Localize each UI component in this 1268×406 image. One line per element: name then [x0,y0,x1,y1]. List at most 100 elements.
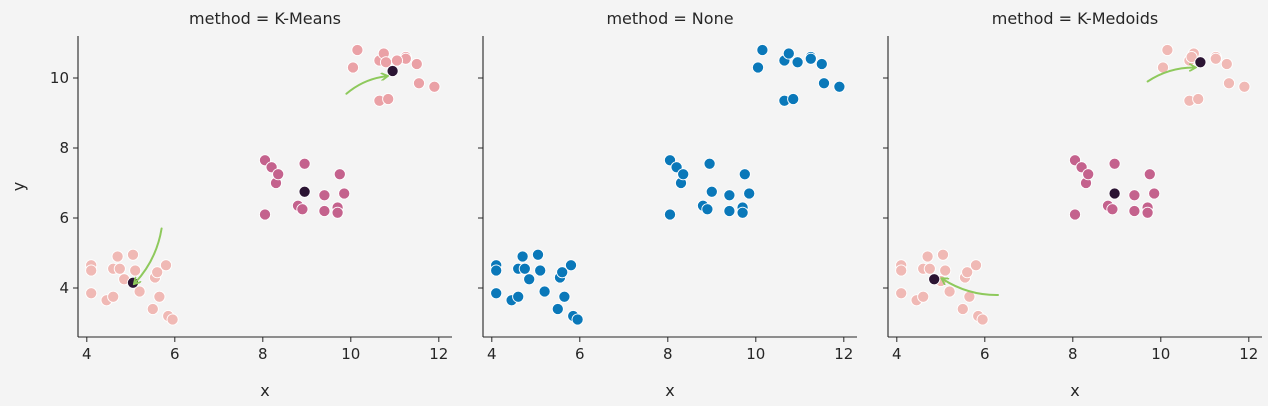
data-point [113,262,126,275]
data-point [1082,168,1095,181]
x-tick-label: 12 [429,345,448,363]
panel-3: method = K-Medoids 4 6 8 10 12 x [883,9,1262,400]
x-tick-label: 12 [834,345,853,363]
data-point [126,248,140,261]
data-point [551,302,564,316]
data-point [386,64,399,78]
panel-2: method = None 4 6 8 10 12 x [478,9,857,400]
y-tick-label: 6 [59,209,69,227]
data-point [85,287,98,300]
data-point [151,266,164,279]
panel-title: method = None [606,9,733,28]
series-cluster_low [85,248,179,326]
data-point [1238,80,1251,93]
data-point [298,185,311,198]
panel-title: method = K-Means [189,9,341,28]
x-tick-label: 10 [341,345,360,363]
data-point [751,61,765,74]
data-point [677,168,690,181]
data-point [787,92,800,106]
data-point [961,266,974,279]
data-point [1222,77,1236,90]
data-point [923,262,936,275]
x-tick-label: 6 [980,345,990,363]
x-tick-label: 4 [892,345,902,363]
data-point [1148,187,1161,200]
data-point [895,287,908,300]
y-tick-label: 4 [59,279,69,297]
data-point [571,313,584,326]
x-tick-label: 10 [1151,345,1170,363]
data-point [956,302,969,316]
data-point [1161,43,1174,57]
series-centroid [126,64,399,289]
data-point [804,52,817,65]
data-point [85,264,98,277]
data-point [1209,52,1222,65]
series-cluster_mid [258,154,351,221]
data-point [976,313,989,326]
x-axis-label: x [665,381,674,400]
series-cluster_low [1156,43,1251,107]
data-point [512,290,525,303]
x-tick-label: 12 [1239,345,1258,363]
data-point [705,185,718,198]
x-tick-label: 4 [82,345,92,363]
data-point [298,157,311,170]
panel-1: method = K-Means 4 6 8 10 12 4 6 8 10 x y [9,9,452,400]
data-point [410,57,423,71]
data-point [556,266,569,279]
data-point [146,302,159,316]
data-point [516,250,529,263]
data-point [538,285,551,298]
x-tick-label: 6 [170,345,180,363]
annotation-arrow [943,279,999,297]
data-point [318,189,331,202]
data-point [1143,168,1156,181]
data-point [272,168,285,181]
data-point [815,57,828,71]
y-tick-label: 8 [59,139,69,157]
series-cluster_high [346,43,441,107]
data-point [107,290,120,303]
data-point [126,276,140,289]
data-point [663,208,677,221]
data-point [338,187,351,200]
x-tick-label: 4 [487,345,497,363]
data-point [133,285,146,298]
data-point [736,206,749,219]
data-point [564,259,578,272]
panel-title: method = K-Medoids [992,9,1158,28]
data-point [1220,57,1233,71]
data-point [1194,56,1207,69]
data-point [1141,206,1154,219]
data-point [166,313,179,326]
data-point [703,157,716,170]
data-point [1106,203,1119,216]
data-point [833,80,846,93]
x-tick-label: 8 [663,345,673,363]
data-point [1192,92,1205,106]
y-tick-label: 10 [50,69,69,87]
data-point [943,285,956,298]
data-point [531,248,545,261]
data-point [518,262,531,275]
data-point [1108,187,1121,200]
data-point [258,208,272,221]
data-point [111,250,124,263]
data-point [331,206,344,219]
y-axis-label: y [9,182,28,191]
data-point [921,250,934,263]
x-tick-label: 6 [575,345,585,363]
data-point [969,259,983,272]
data-point [159,259,173,272]
data-point [928,273,941,286]
x-tick-label: 8 [258,345,268,363]
series-centroid [928,56,1207,286]
data-point [412,77,426,90]
data-point [490,264,503,277]
x-tick-label: 10 [746,345,765,363]
data-point [296,203,309,216]
data-point [1185,50,1198,64]
